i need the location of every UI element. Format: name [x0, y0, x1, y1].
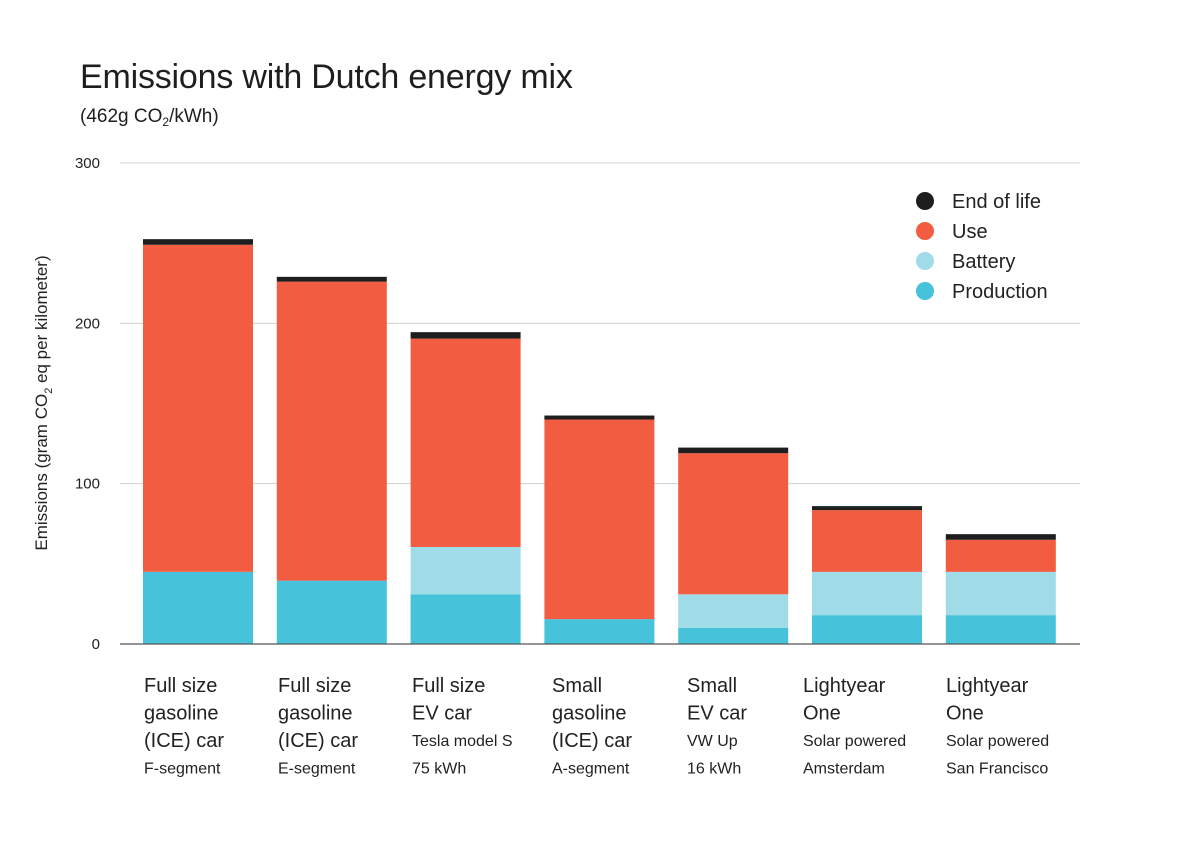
category-sublabel: VW Up [687, 733, 738, 750]
category-sublabel: F-segment [144, 761, 221, 778]
category-label: Lightyear One Solar powered San Francisco [946, 675, 1049, 778]
category-sublabel: 75 kWh [412, 761, 466, 778]
category-label-line: EV car [412, 703, 472, 725]
category-label-line: (ICE) car [144, 730, 224, 752]
category-sublabel: A-segment [552, 761, 630, 778]
legend-item: Use [916, 221, 988, 243]
bar-segment-production [410, 594, 521, 644]
subtitle-prefix: (462g CO [80, 106, 163, 127]
category-sublabel: San Francisco [946, 761, 1048, 778]
chart-title: Emissions with Dutch energy mix [80, 58, 573, 96]
category-sublabel: E-segment [278, 761, 356, 778]
legend-swatch-end-of-life [916, 192, 934, 210]
bar-segment-production [812, 615, 922, 644]
y-axis-ticks: 0 100 200 300 [75, 155, 100, 653]
bar-segment-battery [678, 594, 789, 628]
bar-stack [678, 447, 789, 644]
legend-label: Battery [952, 251, 1015, 273]
bar-segment-use [945, 539, 1056, 572]
bar-segment-battery [945, 571, 1056, 616]
bar-segment-end-of-life [945, 534, 1056, 540]
category-label-line: Full size [144, 675, 217, 697]
category-sublabel: Tesla model S [412, 733, 513, 750]
category-label-line: One [803, 703, 841, 725]
y-tick-label: 300 [75, 155, 100, 172]
bar-segment-battery [812, 571, 922, 616]
category-label-line: (ICE) car [552, 730, 632, 752]
subtitle-subscript: 2 [162, 115, 170, 129]
category-label-line: Full size [278, 675, 351, 697]
category-label-line: Small [552, 675, 602, 697]
bar-segment-use [544, 419, 655, 620]
bar-stack [143, 239, 253, 644]
y-tick-label: 100 [75, 476, 100, 493]
y-tick-label: 0 [92, 636, 100, 653]
category-label: Small EV car VW Up 16 kWh [687, 675, 747, 778]
category-label-line: (ICE) car [278, 730, 358, 752]
subtitle-suffix: /kWh) [169, 106, 219, 127]
bar-segment-battery [410, 546, 521, 595]
category-label-line: Lightyear [946, 675, 1029, 697]
bar-segment-use [410, 338, 521, 547]
category-label: Full size EV car Tesla model S 75 kWh [412, 675, 513, 778]
y-tick-label: 200 [75, 315, 100, 332]
category-sublabel: Solar powered [803, 733, 906, 750]
legend-label: Use [952, 221, 988, 243]
bar-stack [276, 276, 387, 644]
category-label-line: Full size [412, 675, 485, 697]
chart-subtitle: (462g CO2/kWh) [80, 106, 219, 129]
y-axis-label-part2: eq per kilometer) [32, 255, 51, 387]
bar-segment-end-of-life [276, 276, 387, 282]
bar-segment-use [812, 510, 922, 572]
category-label-line: Lightyear [803, 675, 886, 697]
bar-stack [812, 506, 922, 644]
legend-swatch-battery [916, 252, 934, 270]
legend: End of life Use Battery Production [916, 191, 1048, 303]
legend-swatch-use [916, 222, 934, 240]
category-label-line: EV car [687, 703, 747, 725]
bar-segment-end-of-life [812, 506, 922, 511]
bar-stack [544, 415, 655, 644]
category-label: Full size gasoline (ICE) car F-segment [144, 675, 224, 778]
category-label-line: gasoline [144, 703, 219, 725]
y-axis-label-part1: Emissions (gram CO [32, 394, 51, 551]
category-label-line: Small [687, 675, 737, 697]
category-label: Lightyear One Solar powered Amsterdam [803, 675, 906, 778]
category-sublabel: Amsterdam [803, 761, 885, 778]
legend-item: Battery [916, 251, 1015, 273]
y-axis-label-subscript: 2 [43, 388, 55, 394]
bar-segment-production [945, 615, 1056, 644]
legend-item: End of life [916, 191, 1041, 213]
bar-segment-end-of-life [143, 239, 253, 245]
bar-segment-production [678, 627, 789, 644]
legend-label: End of life [952, 191, 1041, 213]
category-sublabel: Solar powered [946, 733, 1049, 750]
bar-segment-use [678, 453, 789, 595]
bar-segment-use [143, 244, 253, 572]
category-label-line: gasoline [552, 703, 627, 725]
category-label: Small gasoline (ICE) car A-segment [552, 675, 632, 778]
legend-swatch-production [916, 282, 934, 300]
bar-stack [945, 534, 1056, 644]
legend-label: Production [952, 281, 1048, 303]
bars [143, 239, 1056, 644]
bar-segment-production [276, 580, 387, 644]
legend-item: Production [916, 281, 1048, 303]
bar-segment-production [544, 619, 655, 644]
category-label: Full size gasoline (ICE) car E-segment [278, 675, 358, 778]
category-sublabel: 16 kWh [687, 761, 741, 778]
y-axis-label: Emissions (gram CO2 eq per kilometer) [32, 255, 55, 550]
category-label-line: gasoline [278, 703, 353, 725]
category-label-line: One [946, 703, 984, 725]
bar-segment-end-of-life [410, 332, 521, 339]
bar-stack [410, 332, 521, 644]
bar-segment-end-of-life [678, 447, 789, 454]
bar-segment-end-of-life [544, 415, 655, 420]
bar-segment-production [143, 571, 253, 644]
bar-segment-use [276, 281, 387, 581]
